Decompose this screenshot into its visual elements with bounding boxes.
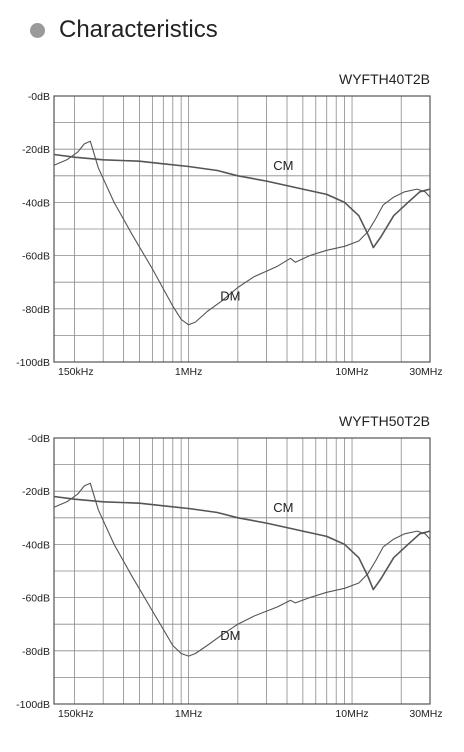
y-tick-label: -60dB <box>22 593 50 605</box>
grid <box>54 437 431 705</box>
series-annotation-cm: CM <box>273 500 293 515</box>
y-tick-label: -100dB <box>16 699 50 711</box>
y-tick-label: -40dB <box>22 197 50 209</box>
x-tick-label: 30MHz <box>409 366 442 378</box>
chart-wyfth40t2b: WYFTH40T2B -0dB -20dB -40dB -60dB -80dB -100dB… <box>16 71 442 378</box>
y-tick-label: -0dB <box>28 91 50 103</box>
series-line-cm <box>53 153 431 249</box>
y-tick-label: -100dB <box>16 357 50 369</box>
plot-frame <box>53 95 431 363</box>
section-header: Characteristics <box>30 14 218 46</box>
section-title: Characteristics <box>59 16 218 43</box>
y-tick-label: -0dB <box>28 433 50 445</box>
chart-title: WYFTH50T2B <box>339 413 430 429</box>
x-tick-label: 1MHz <box>175 366 202 378</box>
series-annotation-cm: CM <box>273 158 293 173</box>
bullet-icon <box>30 22 45 38</box>
y-tick-label: -40dB <box>22 539 50 551</box>
x-tick-label: 10MHz <box>335 708 368 720</box>
series-annotation-dm: DM <box>220 289 240 304</box>
x-tick-label: 150kHz <box>58 366 94 378</box>
x-tick-label: 1MHz <box>175 708 202 720</box>
y-tick-label: -60dB <box>22 251 50 263</box>
y-tick-label: -20dB <box>22 486 50 498</box>
x-tick-label: 10MHz <box>335 366 368 378</box>
x-tick-label: 30MHz <box>409 708 442 720</box>
chart-wyfth50t2b: WYFTH50T2B -0dB -20dB -40dB -60dB -80dB -100dB… <box>16 413 442 720</box>
x-tick-label: 150kHz <box>58 708 94 720</box>
plot-frame <box>53 437 431 705</box>
y-tick-label: -80dB <box>22 646 50 658</box>
y-tick-label: -80dB <box>22 304 50 316</box>
series-line-cm <box>53 495 431 591</box>
series-annotation-dm: DM <box>220 628 240 643</box>
grid <box>54 95 431 363</box>
y-tick-label: -20dB <box>22 144 50 156</box>
series-line-dm <box>53 482 431 657</box>
chart-title: WYFTH40T2B <box>339 71 430 87</box>
series-line-dm <box>53 140 431 326</box>
